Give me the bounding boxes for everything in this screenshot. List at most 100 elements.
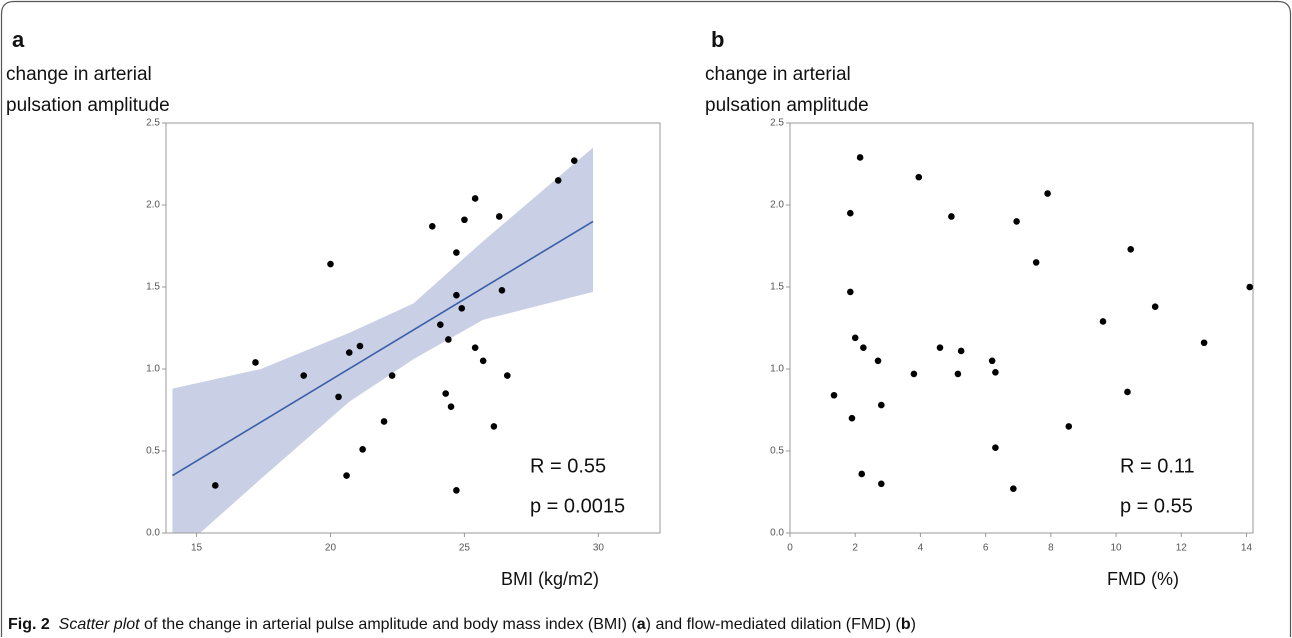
- y-tick-label: 1.5: [770, 282, 784, 293]
- point: [954, 370, 962, 378]
- point: [479, 357, 487, 365]
- point: [356, 342, 364, 350]
- point: [343, 472, 350, 479]
- point: [490, 423, 498, 430]
- annotation: R = 0.55: [530, 455, 606, 477]
- point: [877, 480, 885, 488]
- point: [428, 223, 436, 230]
- point: [858, 470, 866, 478]
- point: [495, 213, 503, 220]
- point: [437, 321, 444, 329]
- point: [992, 444, 999, 452]
- point: [848, 414, 856, 422]
- caption-part: Fig. 2: [8, 616, 50, 633]
- x-tick-label: 20: [325, 543, 337, 554]
- point: [442, 390, 449, 397]
- point: [300, 372, 307, 379]
- point: [453, 249, 460, 256]
- point: [830, 391, 838, 399]
- point: [948, 213, 955, 220]
- caption-part: ) and flow-mediated dilation (FMD) (: [646, 616, 902, 633]
- x-tick-label: 25: [459, 543, 471, 554]
- point: [471, 195, 479, 202]
- caption-part: ): [911, 616, 916, 633]
- point: [847, 209, 854, 217]
- x-tick-label: 8: [1048, 543, 1054, 554]
- x-axis-label: FMD (%): [1107, 569, 1179, 589]
- x-tick-label: 0: [787, 543, 793, 554]
- y-axis-label: change in arterial: [705, 64, 851, 85]
- point: [458, 305, 466, 312]
- caption-part: of the change in arterial pulse amplitud…: [140, 616, 638, 633]
- point: [503, 372, 511, 379]
- y-tick-label: 0.5: [770, 446, 784, 457]
- y-tick-label: 2.5: [146, 118, 160, 129]
- y-axis-label: change in arterial: [6, 64, 152, 85]
- point: [1065, 423, 1073, 430]
- x-tick-label: 30: [593, 543, 605, 554]
- point: [1013, 218, 1020, 225]
- point: [860, 344, 867, 351]
- point: [874, 357, 882, 365]
- y-tick-label: 1.0: [146, 364, 160, 375]
- point: [554, 177, 562, 184]
- point: [211, 482, 219, 489]
- point: [851, 334, 859, 342]
- point: [1124, 388, 1131, 396]
- point: [570, 157, 578, 165]
- point: [988, 357, 996, 365]
- point: [498, 286, 506, 294]
- point: [471, 344, 479, 351]
- x-tick-label: 14: [1241, 543, 1253, 554]
- panel-label: b: [711, 27, 724, 52]
- y-tick-label: 2.0: [770, 200, 784, 211]
- point: [1032, 259, 1040, 266]
- point: [252, 359, 259, 366]
- point: [910, 370, 918, 378]
- point: [388, 372, 396, 379]
- point: [345, 349, 353, 356]
- y-tick-label: 0.0: [146, 528, 160, 539]
- point: [327, 260, 334, 268]
- point: [335, 393, 342, 401]
- y-tick-label: 2.0: [146, 200, 160, 211]
- y-tick-label: 1.0: [770, 364, 784, 375]
- point: [1127, 245, 1135, 253]
- point: [1099, 318, 1107, 325]
- panel-label: a: [12, 27, 25, 52]
- caption: Fig. 2 Scatter plot of the change in art…: [8, 616, 916, 633]
- point: [359, 446, 366, 453]
- x-axis-label: BMI (kg/m2): [501, 569, 599, 589]
- point: [461, 216, 468, 224]
- x-tick-label: 2: [852, 543, 858, 554]
- annotation: R = 0.11: [1120, 455, 1195, 477]
- caption-part: Scatter plot: [50, 616, 140, 633]
- y-tick-label: 0.5: [146, 446, 160, 457]
- point: [1044, 190, 1051, 197]
- point: [957, 347, 965, 355]
- fit-line: [172, 220, 594, 477]
- point: [992, 368, 999, 376]
- y-tick-label: 1.5: [146, 282, 160, 293]
- y-axis-label: pulsation amplitude: [6, 95, 170, 116]
- point: [847, 288, 854, 296]
- point: [936, 344, 944, 351]
- point: [447, 403, 455, 411]
- plot-frame: [165, 122, 661, 534]
- point: [1200, 339, 1208, 347]
- y-axis-label: pulsation amplitude: [705, 95, 869, 116]
- x-tick-label: 15: [191, 543, 203, 554]
- point: [380, 418, 388, 425]
- point: [445, 336, 452, 343]
- plot-frame: [789, 122, 1254, 534]
- point: [453, 291, 460, 299]
- point: [453, 487, 460, 494]
- x-tick-label: 10: [1110, 543, 1122, 554]
- confidence-band: [172, 147, 594, 533]
- caption-part: b: [901, 616, 911, 633]
- point: [877, 401, 885, 409]
- point: [1246, 283, 1254, 291]
- caption-part: a: [637, 616, 646, 633]
